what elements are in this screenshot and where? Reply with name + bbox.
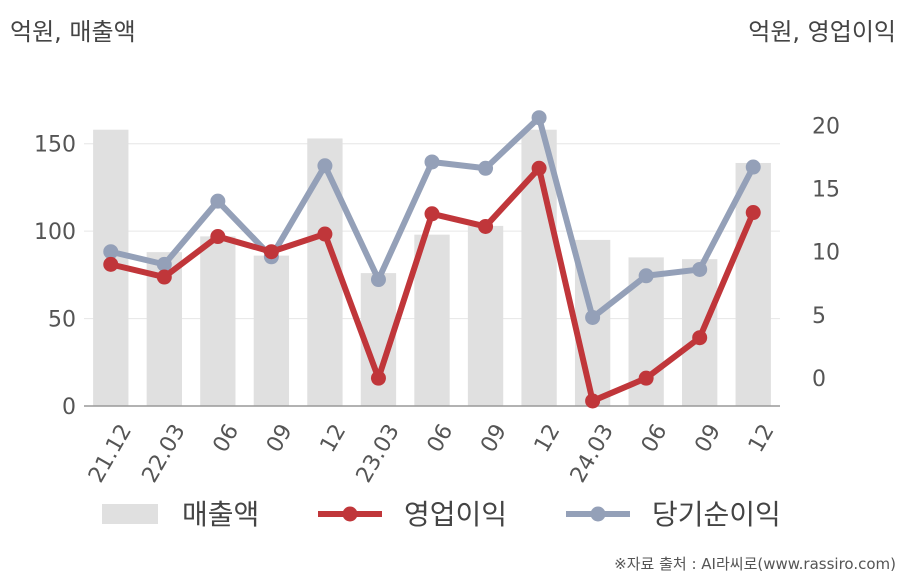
x-tick-label: 12 (316, 420, 352, 457)
right-axis-unit: 억원, 영업이익 (748, 18, 896, 46)
x-tick-label: 09 (262, 420, 298, 457)
x-tick-label: 06 (209, 420, 245, 457)
data-point (745, 205, 761, 221)
x-tick-label: 24.03 (566, 420, 619, 487)
source-note: ※자료 출처 : AI라씨로(www.rassiro.com) (614, 555, 896, 573)
legend-swatch (102, 504, 158, 524)
legend-marker (342, 506, 358, 522)
y-right-tick-label: 20 (812, 114, 840, 139)
data-point (424, 206, 440, 222)
data-point (370, 272, 386, 288)
data-point (531, 110, 547, 126)
bar (414, 234, 450, 406)
bar (735, 162, 771, 406)
data-point (585, 393, 601, 409)
data-point (585, 309, 601, 325)
x-tick-label: 06 (637, 420, 673, 457)
x-tick-label: 23.03 (352, 420, 405, 487)
data-point (692, 261, 708, 277)
data-point (745, 159, 761, 175)
y-left-tick-label: 0 (62, 395, 76, 420)
x-tick-label: 12 (744, 420, 780, 457)
data-point (210, 193, 226, 209)
bar (200, 236, 236, 406)
x-tick-label: 12 (530, 420, 566, 457)
data-point (156, 269, 172, 285)
data-point (638, 268, 654, 284)
y-right-tick-label: 5 (812, 304, 826, 329)
y-left-tick-label: 150 (34, 133, 76, 158)
data-point (317, 158, 333, 174)
data-point (103, 244, 119, 260)
legend-label: 당기순이익 (652, 498, 781, 531)
y-right-tick-label: 10 (812, 241, 840, 266)
x-tick-label: 09 (476, 420, 512, 457)
y-right-tick-label: 0 (812, 367, 826, 392)
data-point (478, 160, 494, 176)
data-point (424, 154, 440, 170)
bar (253, 255, 290, 406)
left-axis-unit: 억원, 매출액 (10, 18, 136, 46)
data-point (638, 370, 654, 386)
data-point (210, 229, 226, 245)
y-left-tick-label: 100 (34, 220, 76, 245)
data-point (263, 244, 279, 260)
y-right-tick-label: 15 (812, 178, 840, 203)
data-point (103, 256, 119, 272)
x-tick-label: 22.03 (138, 420, 191, 487)
x-tick-label: 21.12 (84, 420, 137, 487)
legend-label: 매출액 (182, 498, 259, 531)
data-point (478, 218, 494, 234)
x-tick-label: 06 (423, 420, 459, 457)
y-left-tick-label: 50 (48, 308, 76, 333)
data-point (692, 330, 708, 346)
legend-marker (590, 506, 606, 522)
data-point (531, 160, 547, 176)
data-point (317, 226, 333, 242)
data-point (156, 256, 172, 272)
data-point (370, 370, 386, 386)
x-tick-label: 09 (690, 420, 726, 457)
bar (467, 225, 504, 406)
legend-label: 영업이익 (404, 498, 507, 531)
